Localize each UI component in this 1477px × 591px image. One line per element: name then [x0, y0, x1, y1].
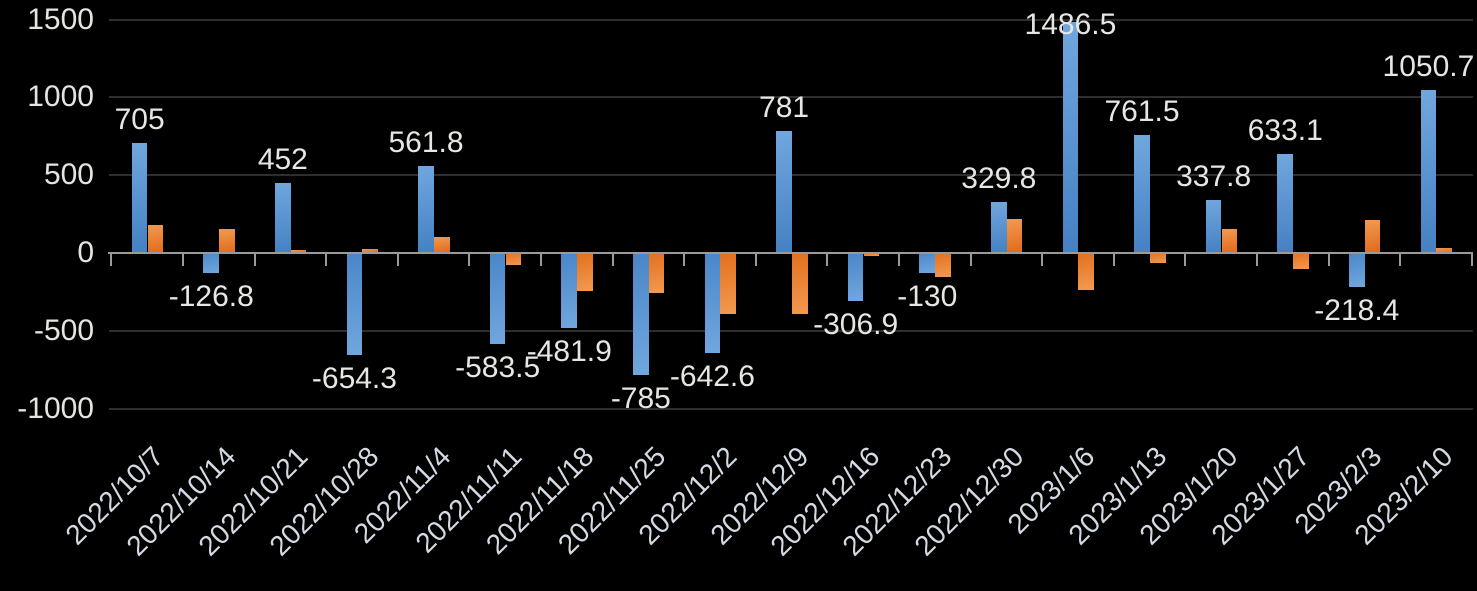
blue-bar-2022/11/18 — [561, 253, 578, 328]
orange-bar-2022/11/4 — [433, 236, 450, 253]
x-axis-tick — [253, 253, 256, 266]
gridline--500 — [109, 329, 1473, 332]
orange-bar-2022/12/2 — [720, 253, 736, 315]
orange-bar-2022/11/25 — [648, 253, 665, 293]
blue-bar-2022/12/16 — [847, 253, 864, 301]
gridline-1500 — [109, 18, 1473, 21]
x-axis-tick — [897, 253, 900, 266]
gridline--1000 — [109, 407, 1473, 410]
orange-bar-2023/2/10 — [1436, 247, 1452, 253]
orange-bar-2023/1/13 — [1149, 253, 1166, 264]
x-axis-tick — [611, 253, 614, 266]
blue-bar-2022/11/4 — [418, 165, 434, 253]
x-axis-tick — [1041, 253, 1044, 266]
blue-bar-2022/10/7 — [131, 143, 148, 253]
orange-bar-2022/12/9 — [791, 253, 808, 314]
y-axis-tick-label: 500 — [43, 158, 94, 192]
blue-bar-2022/12/9 — [776, 131, 792, 253]
value-label: 1486.5 — [1024, 8, 1117, 41]
value-label: 781 — [759, 91, 810, 125]
x-axis-tick — [1255, 253, 1258, 266]
y-axis-tick-label: -500 — [33, 313, 94, 347]
value-label: 337.8 — [1176, 160, 1252, 194]
x-axis-tick — [1184, 253, 1187, 266]
blue-bar-2022/10/14 — [203, 253, 220, 273]
value-label: 452 — [257, 142, 308, 176]
blue-bar-2023/2/3 — [1349, 253, 1365, 287]
blue-bar-2023/1/20 — [1205, 200, 1222, 253]
value-label: -481.9 — [526, 334, 612, 368]
x-axis-tick — [1470, 253, 1473, 266]
orange-bar-2022/12/23 — [935, 253, 951, 278]
value-label: -785 — [610, 382, 671, 416]
orange-bar-2023/1/20 — [1221, 228, 1238, 253]
value-label: -306.9 — [813, 307, 899, 341]
orange-bar-2022/11/18 — [577, 253, 593, 292]
blue-bar-2022/10/21 — [275, 182, 291, 253]
value-label: 561.8 — [388, 125, 464, 159]
blue-bar-2022/12/30 — [991, 201, 1007, 253]
blue-bar-2023/1/13 — [1134, 134, 1150, 253]
value-label: -130 — [897, 280, 958, 314]
y-axis-tick-label: 1000 — [27, 80, 94, 114]
value-label: 705 — [114, 103, 165, 137]
x-axis-tick — [683, 253, 686, 266]
value-label: 1050.7 — [1382, 49, 1475, 83]
blue-bar-2022/12/2 — [704, 253, 721, 353]
x-axis-tick — [1112, 253, 1115, 266]
y-axis-tick-label: -1000 — [17, 391, 94, 425]
blue-bar-2023/1/6 — [1062, 21, 1079, 253]
orange-bar-2022/11/11 — [505, 253, 522, 265]
x-axis-line — [108, 252, 1473, 254]
x-axis-tick — [969, 253, 972, 266]
x-axis-tick — [181, 253, 184, 266]
blue-bar-2023/2/10 — [1420, 89, 1437, 253]
blue-bar-2022/10/28 — [346, 253, 363, 355]
blue-bar-2023/1/27 — [1277, 154, 1294, 253]
value-label: -218.4 — [1314, 293, 1400, 327]
x-axis-tick — [325, 253, 328, 266]
orange-bar-2023/1/27 — [1293, 253, 1309, 269]
orange-bar-2023/1/6 — [1078, 253, 1094, 291]
value-label: -654.3 — [311, 361, 397, 395]
y-axis-tick-label: 0 — [77, 236, 94, 269]
orange-bar-2022/10/14 — [219, 228, 235, 253]
gridline-1000 — [109, 96, 1473, 99]
x-axis-tick — [110, 253, 113, 266]
value-label: 329.8 — [961, 161, 1037, 195]
x-axis-tick — [754, 253, 757, 266]
x-axis-tick — [1327, 253, 1330, 266]
y-axis-tick-label: 1500 — [27, 2, 94, 36]
x-axis-tick — [826, 253, 829, 266]
blue-bar-2022/11/11 — [489, 253, 506, 344]
x-axis-tick — [468, 253, 471, 266]
orange-bar-2022/12/30 — [1006, 218, 1023, 253]
value-label: -583.5 — [455, 350, 541, 384]
value-label: -126.8 — [168, 279, 254, 313]
x-axis-tick — [539, 253, 542, 266]
orange-bar-2022/10/21 — [290, 249, 307, 253]
orange-bar-2022/12/16 — [863, 253, 880, 257]
orange-bar-2023/2/3 — [1364, 219, 1381, 253]
orange-bar-2022/10/28 — [362, 249, 378, 253]
orange-bar-2022/10/7 — [147, 225, 164, 253]
blue-bar-2022/11/25 — [633, 253, 649, 376]
value-label: 633.1 — [1247, 114, 1323, 148]
x-axis-tick — [396, 253, 399, 266]
x-axis-tick — [1399, 253, 1402, 266]
blue-bar-2022/12/23 — [919, 253, 936, 274]
value-label: 761.5 — [1104, 94, 1180, 128]
value-label: -642.6 — [669, 359, 755, 393]
